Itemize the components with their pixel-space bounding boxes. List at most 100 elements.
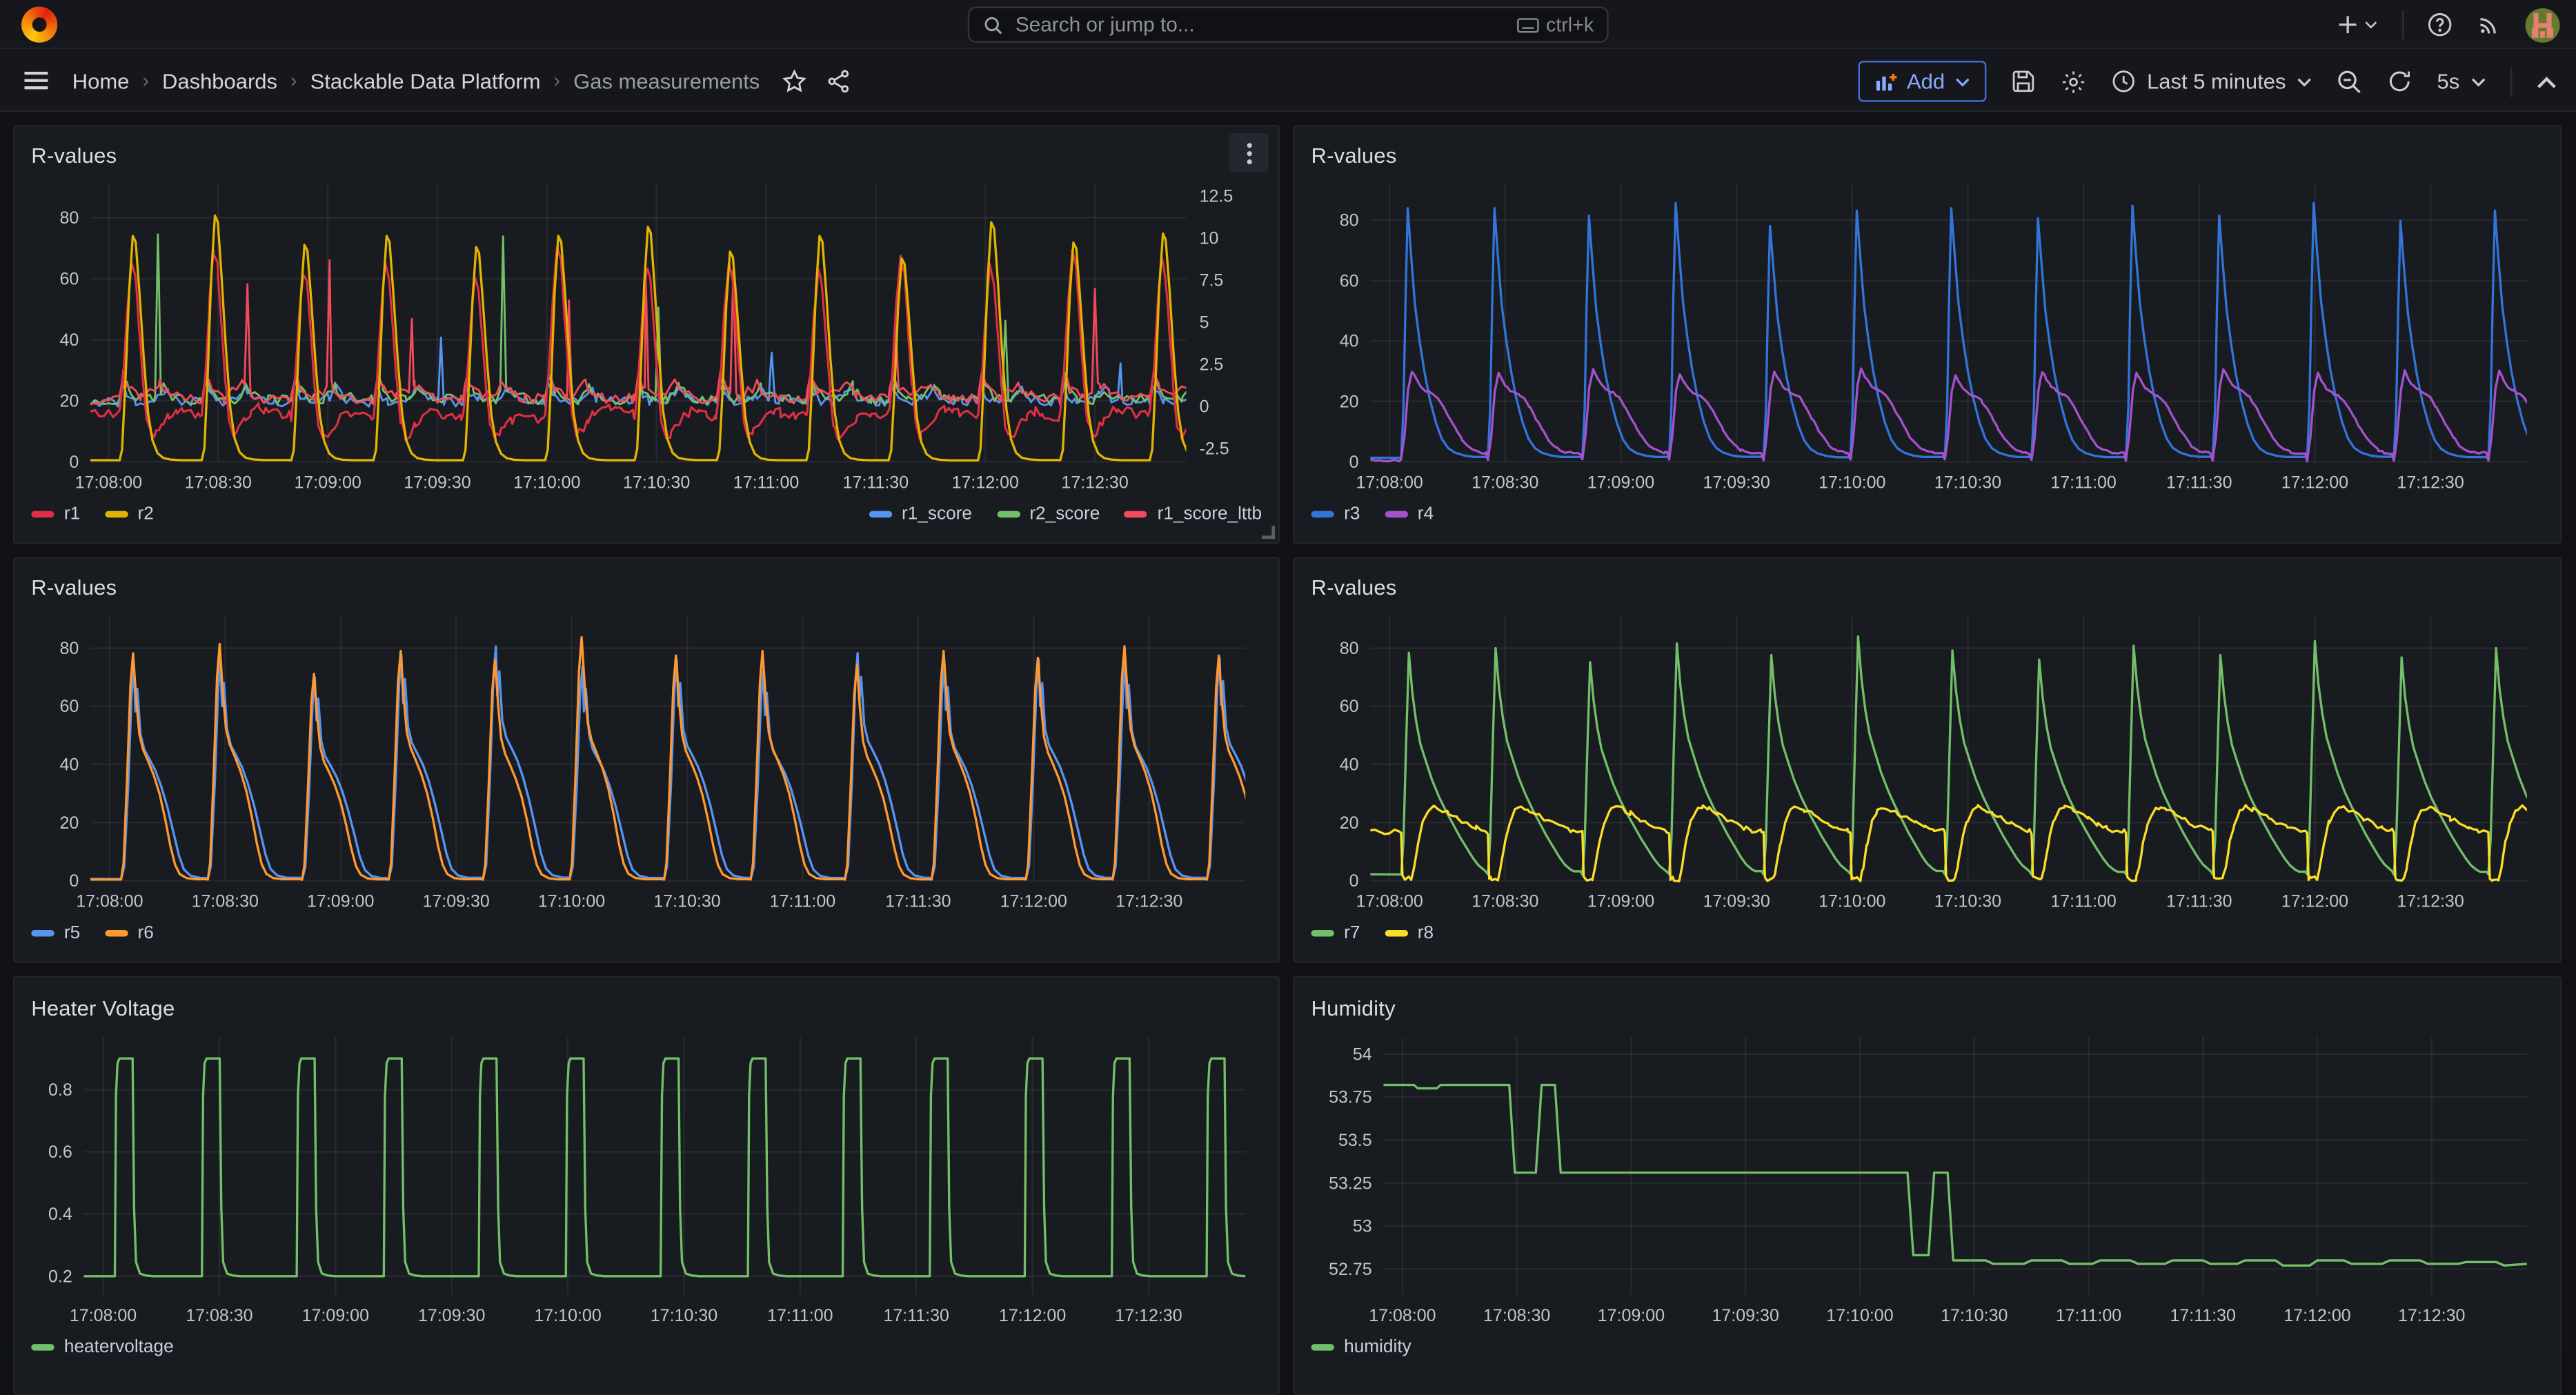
legend-item-heatervoltage[interactable]: heatervoltage (31, 1338, 173, 1358)
panel-title[interactable]: R-values (1311, 575, 1397, 600)
add-button[interactable]: Add (1858, 61, 1986, 102)
svg-text:40: 40 (60, 755, 79, 774)
svg-text:17:09:00: 17:09:00 (1587, 473, 1654, 492)
avatar[interactable] (2526, 8, 2560, 42)
panel-resize-handle[interactable] (1262, 526, 1275, 539)
zoom-out-icon[interactable] (2337, 68, 2363, 95)
panel-title[interactable]: Heater Voltage (31, 995, 175, 1020)
legend-item-r1_score_lttb[interactable]: r1_score_lttb (1124, 504, 1262, 524)
search-icon (982, 14, 1004, 35)
legend-item-r1[interactable]: r1 (31, 504, 80, 524)
toolbar-actions: Add Last 5 minutes 5s (1858, 51, 2557, 112)
svg-text:17:08:00: 17:08:00 (1356, 473, 1423, 492)
breadcrumb-dashboards[interactable]: Dashboards (162, 68, 277, 93)
legend-item-r3[interactable]: r3 (1311, 504, 1360, 524)
svg-text:17:08:30: 17:08:30 (192, 891, 259, 911)
refresh-interval-picker[interactable]: 5s (2437, 69, 2486, 94)
svg-text:17:10:30: 17:10:30 (1934, 473, 2001, 492)
dashboard-toolbar: Home › Dashboards › Stackable Data Platf… (0, 51, 2576, 112)
svg-text:60: 60 (60, 269, 79, 288)
svg-text:12.5: 12.5 (1200, 186, 1233, 206)
legend-item-r4[interactable]: r4 (1385, 504, 1434, 524)
legend-swatch (31, 930, 54, 937)
legend-swatch (869, 511, 891, 517)
svg-text:17:09:00: 17:09:00 (302, 1306, 369, 1325)
legend-item-r7[interactable]: r7 (1311, 923, 1360, 943)
panel-r-values: R-values020406080-2.502.557.51012.517:08… (13, 125, 1280, 544)
svg-text:17:11:30: 17:11:30 (2170, 1306, 2236, 1325)
panel-legend: heatervoltage (31, 1331, 1262, 1364)
legend-item-r8[interactable]: r8 (1385, 923, 1434, 943)
svg-text:17:10:00: 17:10:00 (534, 1306, 601, 1325)
svg-text:80: 80 (1340, 639, 1359, 658)
legend-item-r2_score[interactable]: r2_score (997, 504, 1100, 524)
svg-text:17:11:00: 17:11:00 (770, 891, 835, 911)
svg-text:2.5: 2.5 (1200, 355, 1224, 374)
legend-label: r1_score (902, 504, 972, 524)
panel-menu-icon[interactable] (1229, 133, 1268, 172)
refresh-icon[interactable] (2388, 69, 2412, 94)
legend-label: r5 (64, 923, 80, 943)
breadcrumb-home[interactable]: Home (72, 68, 130, 93)
time-range-picker[interactable]: Last 5 minutes (2111, 69, 2312, 94)
panel-heater-voltage: Heater Voltage 0.20.40.60.817:08:0017:08:… (13, 976, 1280, 1395)
chart-canvas[interactable]: 02040608017:08:0017:08:3017:09:0017:09:3… (1311, 606, 2544, 916)
chart-area[interactable]: 02040608017:08:0017:08:3017:09:0017:09:3… (31, 606, 1262, 916)
panel-title[interactable]: R-values (31, 575, 117, 600)
panel-title[interactable]: Humidity (1311, 995, 1396, 1020)
svg-text:80: 80 (60, 639, 79, 658)
dashboard-settings-icon[interactable] (2060, 68, 2086, 95)
legend-item-r5[interactable]: r5 (31, 923, 80, 943)
chart-canvas[interactable]: 02040608017:08:0017:08:3017:09:0017:09:3… (1311, 174, 2544, 497)
chart-canvas[interactable]: 0.20.40.60.817:08:0017:08:3017:09:0017:0… (31, 1027, 1262, 1332)
panel-legend: r1 r2 r1_score r2_score r1_score_lttb (31, 497, 1262, 529)
panel-title[interactable]: R-values (31, 143, 117, 168)
collapse-toolbar-icon[interactable] (2537, 75, 2557, 88)
svg-text:17:08:30: 17:08:30 (1472, 473, 1538, 492)
svg-text:20: 20 (1340, 813, 1359, 832)
svg-text:7.5: 7.5 (1200, 270, 1224, 290)
keyboard-icon (1516, 16, 1539, 34)
save-dashboard-icon[interactable] (2010, 69, 2035, 94)
breadcrumb-folder[interactable]: Stackable Data Platform (310, 68, 541, 93)
svg-text:17:09:00: 17:09:00 (307, 891, 374, 911)
chart-canvas[interactable]: 02040608017:08:0017:08:3017:09:0017:09:3… (31, 606, 1262, 916)
chart-area[interactable]: 52.755353.2553.553.755417:08:0017:08:301… (1311, 1027, 2544, 1332)
svg-text:0: 0 (1349, 452, 1359, 471)
share-icon[interactable] (827, 68, 852, 93)
legend-item-r2[interactable]: r2 (105, 504, 154, 524)
legend-label: r2 (138, 504, 154, 524)
legend-item-r6[interactable]: r6 (105, 923, 154, 943)
panel-title[interactable]: R-values (1311, 143, 1397, 168)
chart-area[interactable]: 02040608017:08:0017:08:3017:09:0017:09:3… (1311, 606, 2544, 916)
news-icon[interactable] (2476, 12, 2502, 38)
chart-area[interactable]: 020406080-2.502.557.51012.517:08:0017:08… (31, 174, 1262, 497)
grafana-logo[interactable] (21, 6, 57, 41)
svg-text:53: 53 (1353, 1216, 1372, 1236)
svg-text:60: 60 (1340, 697, 1359, 716)
svg-text:17:10:30: 17:10:30 (1941, 1306, 2008, 1325)
star-icon[interactable] (783, 68, 808, 93)
svg-text:17:09:00: 17:09:00 (1587, 891, 1654, 911)
series-heatervoltage (83, 1058, 1245, 1276)
chart-canvas[interactable]: 52.755353.2553.553.755417:08:0017:08:301… (1311, 1027, 2544, 1332)
svg-text:0: 0 (1200, 397, 1209, 416)
legend-item-r1_score[interactable]: r1_score (869, 504, 972, 524)
mega-menu-toggle[interactable] (23, 69, 49, 92)
help-icon[interactable] (2427, 12, 2453, 38)
svg-text:17:10:00: 17:10:00 (1826, 1306, 1893, 1325)
svg-text:20: 20 (60, 813, 79, 832)
new-dropdown-button[interactable] (2337, 13, 2379, 36)
legend-item-humidity[interactable]: humidity (1311, 1338, 1411, 1358)
series-r8 (1370, 805, 2528, 881)
chart-area[interactable]: 02040608017:08:0017:08:3017:09:0017:09:3… (1311, 174, 2544, 497)
svg-text:0.2: 0.2 (48, 1267, 72, 1286)
svg-text:60: 60 (1340, 271, 1359, 290)
chart-area[interactable]: 0.20.40.60.817:08:0017:08:3017:09:0017:0… (31, 1027, 1262, 1332)
panel-legend: r7 r8 (1311, 916, 2544, 948)
search-input[interactable]: Search or jump to... ctrl+k (968, 7, 1609, 43)
svg-text:17:11:00: 17:11:00 (733, 473, 799, 492)
svg-text:17:12:30: 17:12:30 (2397, 473, 2464, 492)
chart-canvas[interactable]: 020406080-2.502.557.51012.517:08:0017:08… (31, 174, 1262, 497)
svg-text:17:09:00: 17:09:00 (294, 473, 361, 492)
